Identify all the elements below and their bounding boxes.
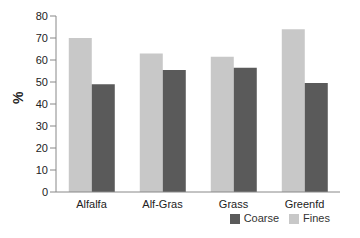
- svg-text:Alfalfa: Alfalfa: [76, 198, 107, 210]
- svg-text:20: 20: [36, 142, 48, 154]
- svg-text:50: 50: [36, 76, 48, 88]
- svg-text:80: 80: [36, 10, 48, 22]
- html-text:Coarse: Coarse: [243, 212, 280, 224]
- svg-text:0: 0: [42, 186, 48, 198]
- svg-text:40: 40: [36, 98, 48, 110]
- svg-text:30: 30: [36, 120, 48, 132]
- svg-text:70: 70: [36, 32, 48, 44]
- html-text:Fines: Fines: [303, 212, 330, 224]
- svg-text:%: %: [10, 91, 26, 104]
- svg-text:10: 10: [36, 164, 48, 176]
- svg-text:60: 60: [36, 54, 48, 66]
- svg-text:Greenfd: Greenfd: [285, 198, 325, 210]
- svg-text:Grass: Grass: [219, 198, 249, 210]
- svg-text:Alf-Gras: Alf-Gras: [142, 198, 183, 210]
